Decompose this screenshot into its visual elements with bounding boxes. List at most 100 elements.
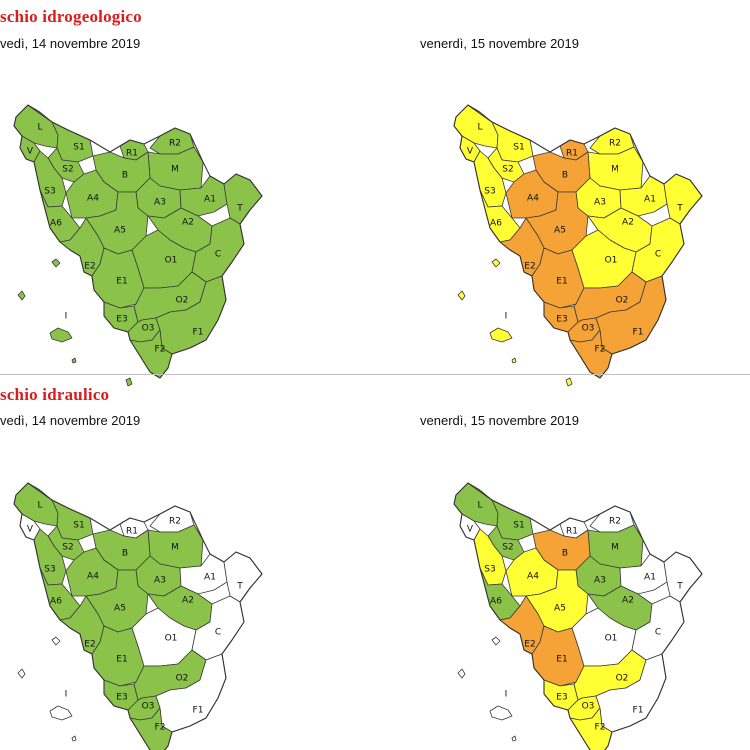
zone-label-v: V xyxy=(27,525,34,535)
zone-label-a2: A2 xyxy=(622,218,634,228)
zone-label-a3: A3 xyxy=(594,198,606,208)
zone-label-o2: O2 xyxy=(176,674,189,684)
zone-label-a4: A4 xyxy=(527,572,539,582)
zone-label-r2: R2 xyxy=(609,139,621,149)
zone-label-a6: A6 xyxy=(490,219,502,229)
zone-label-m: M xyxy=(611,165,619,175)
island-1 xyxy=(17,290,26,301)
zone-label-s3: S3 xyxy=(44,187,55,197)
risk-map: L V S1 S2 S3 A6 R1 R2 M B A4 A3 A1 T A5 A2 E2 E1 O1 C E3 O2 O3… xyxy=(453,104,703,387)
map-date-idro-left: vedì, 14 novembre 2019 xyxy=(0,36,141,51)
zone-label-a4: A4 xyxy=(87,572,99,582)
zone-label-f2: F2 xyxy=(595,345,606,355)
zone-label-a5: A5 xyxy=(554,604,566,614)
zone-label-o3: O3 xyxy=(142,324,155,334)
zone-label-f1: F1 xyxy=(193,328,204,338)
zone-label-e1: E1 xyxy=(556,655,567,665)
section-title-idrogeologico: schio idrogeologico xyxy=(0,7,142,26)
zone-label-r2: R2 xyxy=(169,139,181,149)
zone-label-o1: O1 xyxy=(605,634,618,644)
zone-i xyxy=(51,636,61,646)
section-divider xyxy=(0,374,750,375)
island-2 xyxy=(49,705,73,721)
zone-label-a5: A5 xyxy=(114,604,126,614)
zone-label-t: T xyxy=(236,204,243,214)
zone-label-v: V xyxy=(27,147,34,157)
zone-label-o3: O3 xyxy=(142,702,155,712)
zone-label-e1: E1 xyxy=(556,277,567,287)
zone-label-r1: R1 xyxy=(566,527,578,537)
zone-label-e2: E2 xyxy=(524,262,535,272)
zone-label-c: C xyxy=(215,628,221,638)
zone-label-a3: A3 xyxy=(154,576,166,586)
zone-label-e3: E3 xyxy=(116,693,127,703)
zone-label-r1: R1 xyxy=(566,149,578,159)
zone-label-e2: E2 xyxy=(524,640,535,650)
island-2 xyxy=(49,327,73,343)
island-1 xyxy=(17,668,26,679)
risk-map: L V S1 S2 S3 A6 R1 R2 M B A4 A3 A1 T A5 A2 E2 E1 O1 C E3 O2 O3… xyxy=(13,482,263,750)
zone-label-m: M xyxy=(611,543,619,553)
zone-label-s2: S2 xyxy=(62,165,73,175)
zone-label-o3: O3 xyxy=(582,702,595,712)
zone-label-a2: A2 xyxy=(182,596,194,606)
zone-label-o2: O2 xyxy=(616,296,629,306)
zone-label-o3: O3 xyxy=(582,324,595,334)
zone-t xyxy=(223,173,263,225)
zone-label-o1: O1 xyxy=(605,256,618,266)
zone-label-e3: E3 xyxy=(116,315,127,325)
zone-label-e3: E3 xyxy=(556,315,567,325)
zone-label-r2: R2 xyxy=(169,517,181,527)
island-1 xyxy=(457,668,466,679)
zone-i xyxy=(51,258,61,268)
zone-label-l: L xyxy=(37,501,42,511)
zone-label-b: B xyxy=(562,171,568,181)
zone-label-a1: A1 xyxy=(644,573,656,583)
zone-label-f2: F2 xyxy=(155,723,166,733)
map-date-idraulico-right: venerdì, 15 novembre 2019 xyxy=(420,413,579,428)
zone-label-a1: A1 xyxy=(204,195,216,205)
zone-label-f1: F1 xyxy=(633,706,644,716)
zone-label-f1: F1 xyxy=(193,706,204,716)
zone-label-c: C xyxy=(655,250,661,260)
zone-i xyxy=(491,258,501,268)
zone-label-e2: E2 xyxy=(84,262,95,272)
zone-label-r1: R1 xyxy=(126,527,138,537)
section-title-idraulico: schio idraulico xyxy=(0,385,110,404)
zone-label-f2: F2 xyxy=(155,345,166,355)
zone-label-i: I xyxy=(505,690,508,700)
zone-label-a4: A4 xyxy=(87,194,99,204)
zone-label-i: I xyxy=(65,312,68,322)
zone-label-b: B xyxy=(122,549,128,559)
zone-label-s3: S3 xyxy=(44,565,55,575)
zone-label-a1: A1 xyxy=(204,573,216,583)
island-4 xyxy=(125,377,133,387)
zone-label-e1: E1 xyxy=(116,655,127,665)
zone-label-a1: A1 xyxy=(644,195,656,205)
island-2 xyxy=(489,327,513,343)
zone-label-o1: O1 xyxy=(165,256,178,266)
zone-label-f1: F1 xyxy=(633,328,644,338)
zone-label-t: T xyxy=(236,582,243,592)
zone-label-s2: S2 xyxy=(502,165,513,175)
zone-label-a6: A6 xyxy=(50,219,62,229)
zone-label-b: B xyxy=(122,171,128,181)
map-date-idro-right: venerdì, 15 novembre 2019 xyxy=(420,36,579,51)
zone-label-o1: O1 xyxy=(165,634,178,644)
zone-i xyxy=(491,636,501,646)
zone-label-a5: A5 xyxy=(554,226,566,236)
region-outline xyxy=(13,104,263,379)
zone-label-s1: S1 xyxy=(513,143,524,153)
zone-label-e1: E1 xyxy=(116,277,127,287)
risk-map: L V S1 S2 S3 A6 R1 R2 M B A4 A3 A1 T A5 A2 E2 E1 O1 C E3 O2 O3… xyxy=(453,482,703,750)
zone-label-s2: S2 xyxy=(62,543,73,553)
zone-label-s1: S1 xyxy=(73,521,84,531)
zone-label-f2: F2 xyxy=(595,723,606,733)
zone-label-s3: S3 xyxy=(484,565,495,575)
zone-label-t: T xyxy=(676,204,683,214)
island-3 xyxy=(71,735,77,742)
island-3 xyxy=(511,735,517,742)
zone-label-m: M xyxy=(171,543,179,553)
zone-label-s3: S3 xyxy=(484,187,495,197)
zone-t xyxy=(663,551,703,603)
